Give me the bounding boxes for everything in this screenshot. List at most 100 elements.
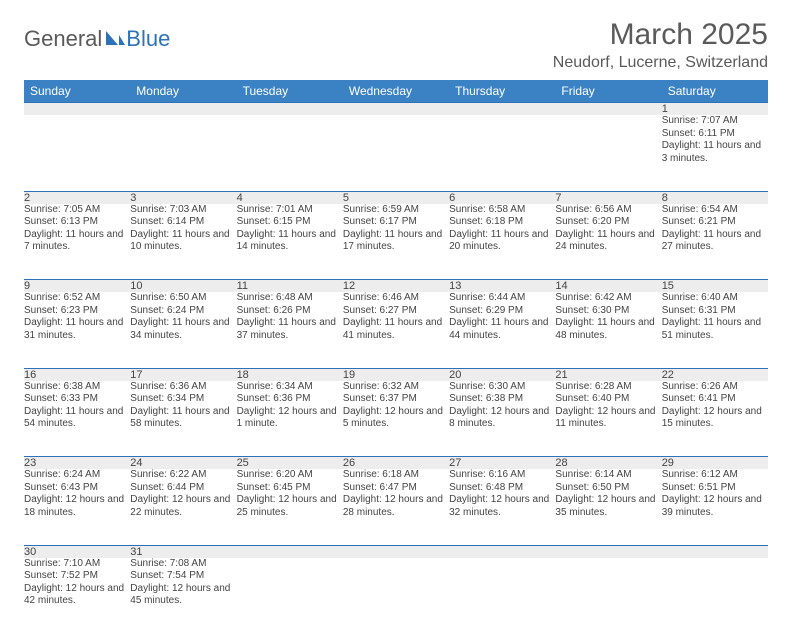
sunset-text: Sunset: 6:14 PM (130, 216, 236, 229)
daylight-text: Daylight: 11 hours and 7 minutes. (24, 229, 130, 254)
daylight-text: Daylight: 11 hours and 10 minutes. (130, 229, 236, 254)
day-content-cell: Sunrise: 7:03 AMSunset: 6:14 PMDaylight:… (130, 204, 236, 280)
day-content-cell: Sunrise: 6:44 AMSunset: 6:29 PMDaylight:… (449, 292, 555, 368)
day-number-cell: 6 (449, 191, 555, 204)
weekday-header: Friday (555, 80, 661, 103)
title-block: March 2025 Neudorf, Lucerne, Switzerland (553, 18, 768, 72)
day-content-cell: Sunrise: 7:05 AMSunset: 6:13 PMDaylight:… (24, 204, 130, 280)
day-number-cell: 21 (555, 368, 661, 381)
sunrise-text: Sunrise: 7:05 AM (24, 204, 130, 217)
sunset-text: Sunset: 6:30 PM (555, 305, 661, 318)
day-content-row: Sunrise: 7:07 AMSunset: 6:11 PMDaylight:… (24, 115, 768, 191)
day-content-cell (237, 558, 343, 634)
sunrise-text: Sunrise: 6:28 AM (555, 381, 661, 394)
logo-text-general: General (24, 26, 102, 52)
daylight-text: Daylight: 11 hours and 58 minutes. (130, 406, 236, 431)
day-number-cell (343, 103, 449, 116)
sunrise-text: Sunrise: 6:59 AM (343, 204, 449, 217)
sunrise-text: Sunrise: 7:10 AM (24, 558, 130, 571)
day-number-cell: 9 (24, 280, 130, 293)
page-title: March 2025 (553, 18, 768, 52)
day-content-cell: Sunrise: 6:28 AMSunset: 6:40 PMDaylight:… (555, 381, 661, 457)
sunset-text: Sunset: 6:47 PM (343, 482, 449, 495)
sunset-text: Sunset: 6:21 PM (662, 216, 768, 229)
sunset-text: Sunset: 6:33 PM (24, 393, 130, 406)
day-content-cell: Sunrise: 6:16 AMSunset: 6:48 PMDaylight:… (449, 469, 555, 545)
sunset-text: Sunset: 6:20 PM (555, 216, 661, 229)
daylight-text: Daylight: 11 hours and 17 minutes. (343, 229, 449, 254)
sunrise-text: Sunrise: 6:34 AM (237, 381, 343, 394)
weekday-header: Tuesday (237, 80, 343, 103)
sunrise-text: Sunrise: 6:54 AM (662, 204, 768, 217)
day-content-cell (449, 558, 555, 634)
day-content-cell: Sunrise: 6:54 AMSunset: 6:21 PMDaylight:… (662, 204, 768, 280)
day-content-cell: Sunrise: 6:42 AMSunset: 6:30 PMDaylight:… (555, 292, 661, 368)
weekday-header: Monday (130, 80, 236, 103)
sunset-text: Sunset: 6:29 PM (449, 305, 555, 318)
day-content-cell (343, 558, 449, 634)
day-content-cell: Sunrise: 7:08 AMSunset: 7:54 PMDaylight:… (130, 558, 236, 634)
day-content-row: Sunrise: 6:24 AMSunset: 6:43 PMDaylight:… (24, 469, 768, 545)
day-number-row: 3031 (24, 545, 768, 558)
day-content-row: Sunrise: 7:05 AMSunset: 6:13 PMDaylight:… (24, 204, 768, 280)
daylight-text: Daylight: 11 hours and 24 minutes. (555, 229, 661, 254)
day-number-cell: 3 (130, 191, 236, 204)
day-number-cell: 17 (130, 368, 236, 381)
day-number-cell: 24 (130, 457, 236, 470)
day-number-cell: 2 (24, 191, 130, 204)
daylight-text: Daylight: 12 hours and 35 minutes. (555, 494, 661, 519)
day-number-cell: 31 (130, 545, 236, 558)
sunset-text: Sunset: 6:17 PM (343, 216, 449, 229)
day-number-cell (130, 103, 236, 116)
sunrise-text: Sunrise: 6:46 AM (343, 292, 449, 305)
sunrise-text: Sunrise: 6:40 AM (662, 292, 768, 305)
sunrise-text: Sunrise: 6:16 AM (449, 469, 555, 482)
sunset-text: Sunset: 6:34 PM (130, 393, 236, 406)
logo-text-blue: Blue (126, 26, 170, 52)
weekday-header: Saturday (662, 80, 768, 103)
day-content-cell (662, 558, 768, 634)
daylight-text: Daylight: 11 hours and 34 minutes. (130, 317, 236, 342)
sunrise-text: Sunrise: 6:36 AM (130, 381, 236, 394)
sunset-text: Sunset: 6:11 PM (662, 128, 768, 141)
day-number-cell: 1 (662, 103, 768, 116)
day-number-cell: 7 (555, 191, 661, 204)
sunset-text: Sunset: 6:44 PM (130, 482, 236, 495)
sunset-text: Sunset: 6:13 PM (24, 216, 130, 229)
daylight-text: Daylight: 12 hours and 5 minutes. (343, 406, 449, 431)
day-content-row: Sunrise: 7:10 AMSunset: 7:52 PMDaylight:… (24, 558, 768, 634)
daylight-text: Daylight: 12 hours and 15 minutes. (662, 406, 768, 431)
daylight-text: Daylight: 12 hours and 28 minutes. (343, 494, 449, 519)
sunrise-text: Sunrise: 6:20 AM (237, 469, 343, 482)
day-content-cell: Sunrise: 6:56 AMSunset: 6:20 PMDaylight:… (555, 204, 661, 280)
sunrise-text: Sunrise: 7:08 AM (130, 558, 236, 571)
daylight-text: Daylight: 11 hours and 44 minutes. (449, 317, 555, 342)
sunrise-text: Sunrise: 6:48 AM (237, 292, 343, 305)
daylight-text: Daylight: 11 hours and 31 minutes. (24, 317, 130, 342)
sunset-text: Sunset: 6:37 PM (343, 393, 449, 406)
logo-sail-icon (104, 29, 126, 47)
day-number-row: 9101112131415 (24, 280, 768, 293)
day-number-cell: 13 (449, 280, 555, 293)
day-content-cell: Sunrise: 6:58 AMSunset: 6:18 PMDaylight:… (449, 204, 555, 280)
daylight-text: Daylight: 12 hours and 25 minutes. (237, 494, 343, 519)
daylight-text: Daylight: 12 hours and 39 minutes. (662, 494, 768, 519)
day-number-cell: 22 (662, 368, 768, 381)
sunset-text: Sunset: 6:36 PM (237, 393, 343, 406)
day-number-cell (237, 103, 343, 116)
day-number-cell: 12 (343, 280, 449, 293)
sunrise-text: Sunrise: 7:03 AM (130, 204, 236, 217)
day-number-cell: 28 (555, 457, 661, 470)
sunrise-text: Sunrise: 6:18 AM (343, 469, 449, 482)
sunset-text: Sunset: 6:24 PM (130, 305, 236, 318)
sunset-text: Sunset: 6:31 PM (662, 305, 768, 318)
calendar-page: General Blue March 2025 Neudorf, Lucerne… (0, 0, 792, 634)
sunrise-text: Sunrise: 6:24 AM (24, 469, 130, 482)
sunset-text: Sunset: 6:51 PM (662, 482, 768, 495)
sunrise-text: Sunrise: 6:58 AM (449, 204, 555, 217)
daylight-text: Daylight: 12 hours and 11 minutes. (555, 406, 661, 431)
daylight-text: Daylight: 11 hours and 48 minutes. (555, 317, 661, 342)
day-number-cell: 18 (237, 368, 343, 381)
sunrise-text: Sunrise: 6:50 AM (130, 292, 236, 305)
day-content-cell: Sunrise: 6:46 AMSunset: 6:27 PMDaylight:… (343, 292, 449, 368)
